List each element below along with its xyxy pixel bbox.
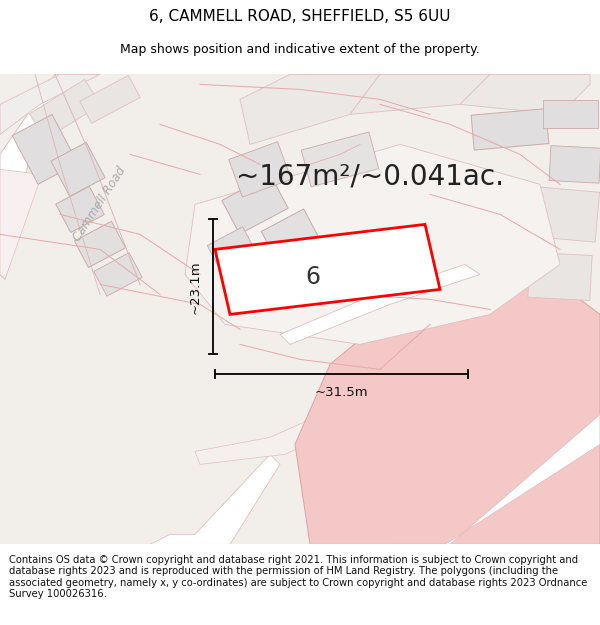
Text: 6: 6	[305, 266, 320, 289]
Polygon shape	[261, 209, 319, 260]
Text: Map shows position and indicative extent of the property.: Map shows position and indicative extent…	[120, 42, 480, 56]
Polygon shape	[74, 221, 125, 268]
Polygon shape	[29, 79, 101, 139]
Polygon shape	[94, 253, 142, 296]
Polygon shape	[185, 144, 560, 344]
Polygon shape	[240, 74, 380, 144]
Polygon shape	[229, 142, 291, 197]
Polygon shape	[150, 454, 280, 544]
Polygon shape	[207, 227, 257, 272]
Polygon shape	[80, 76, 140, 123]
Text: ~31.5m: ~31.5m	[314, 386, 368, 399]
Polygon shape	[280, 264, 480, 344]
Polygon shape	[530, 187, 599, 242]
Polygon shape	[195, 399, 370, 464]
Polygon shape	[542, 101, 598, 128]
Polygon shape	[350, 74, 490, 114]
Polygon shape	[471, 109, 549, 150]
Text: 6, CAMMELL ROAD, SHEFFIELD, S5 6UU: 6, CAMMELL ROAD, SHEFFIELD, S5 6UU	[149, 9, 451, 24]
Text: Contains OS data © Crown copyright and database right 2021. This information is : Contains OS data © Crown copyright and d…	[9, 554, 587, 599]
Polygon shape	[222, 175, 288, 234]
Polygon shape	[390, 414, 600, 544]
Polygon shape	[0, 169, 42, 279]
Polygon shape	[56, 186, 104, 232]
Polygon shape	[215, 224, 440, 314]
Polygon shape	[295, 274, 600, 544]
Text: Cammell Road: Cammell Road	[71, 165, 129, 244]
Polygon shape	[549, 146, 600, 183]
Polygon shape	[12, 114, 78, 184]
Polygon shape	[0, 74, 100, 134]
Polygon shape	[528, 253, 592, 301]
Text: ~23.1m: ~23.1m	[188, 260, 202, 314]
Text: ~167m²/~0.041ac.: ~167m²/~0.041ac.	[236, 162, 504, 191]
Polygon shape	[51, 142, 105, 196]
Polygon shape	[301, 132, 379, 187]
Polygon shape	[0, 74, 85, 279]
Polygon shape	[460, 74, 590, 114]
